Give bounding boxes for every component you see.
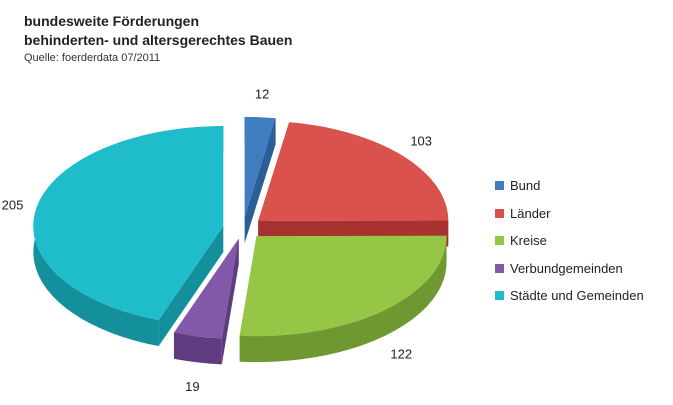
legend-label: Städte und Gemeinden <box>510 288 644 304</box>
data-label-kreise: 122 <box>390 346 412 361</box>
slice-kreise-top <box>239 235 447 337</box>
slice-bund-wall-1 <box>244 118 276 244</box>
slice-lander-top <box>258 122 449 221</box>
data-label-stadte-und-gemeinden: 205 <box>2 198 24 213</box>
legend-label: Verbundgemeinden <box>510 260 623 276</box>
legend-swatch <box>495 181 504 191</box>
legend-swatch <box>495 208 504 218</box>
slice-stadte-und-gemeinden-top <box>33 126 224 321</box>
legend-item-lander: Länder <box>495 200 644 228</box>
chart-title-line-2: behinderten- und altersgerechtes Bauen <box>24 32 293 48</box>
chart-title-line-1: bundesweite Förderungen <box>24 13 200 29</box>
legend-item-stadte-und-gemeinden: Städte und Gemeinden <box>495 282 644 310</box>
data-label-verbundgemeinden: 19 <box>185 379 199 394</box>
slice-verbundgemeinden-rim <box>173 332 222 365</box>
slice-stadte-und-gemeinden <box>33 126 224 347</box>
slice-kreise-rim <box>239 235 447 363</box>
legend: Bund Länder Kreise Verbundgemeinden Städte u… <box>495 172 644 310</box>
legend-item-bund: Bund <box>495 172 644 200</box>
legend-swatch <box>495 263 504 273</box>
slice-kreise <box>239 235 447 363</box>
slice-bund <box>244 117 276 244</box>
slice-verbundgemeinden-top <box>173 238 239 339</box>
data-label-bund: 12 <box>255 86 269 101</box>
slice-bund-top <box>244 117 276 218</box>
slice-stadte-und-gemeinden-wall-0 <box>158 226 224 347</box>
legend-item-kreise: Kreise <box>495 227 644 255</box>
legend-label: Bund <box>510 178 541 194</box>
legend-label: Kreise <box>510 233 547 249</box>
chart-subtitle: Quelle: foerderdata 07/2011 <box>24 52 161 64</box>
legend-label: Länder <box>510 205 551 221</box>
legend-item-verbundgemeinden: Verbundgemeinden <box>495 255 644 283</box>
data-label-lander: 103 <box>410 133 432 148</box>
legend-swatch <box>495 236 504 246</box>
legend-swatch <box>495 291 504 301</box>
chart-title: bundesweite Förderungen behinderten- und… <box>24 12 292 50</box>
slice-verbundgemeinden <box>173 238 239 365</box>
